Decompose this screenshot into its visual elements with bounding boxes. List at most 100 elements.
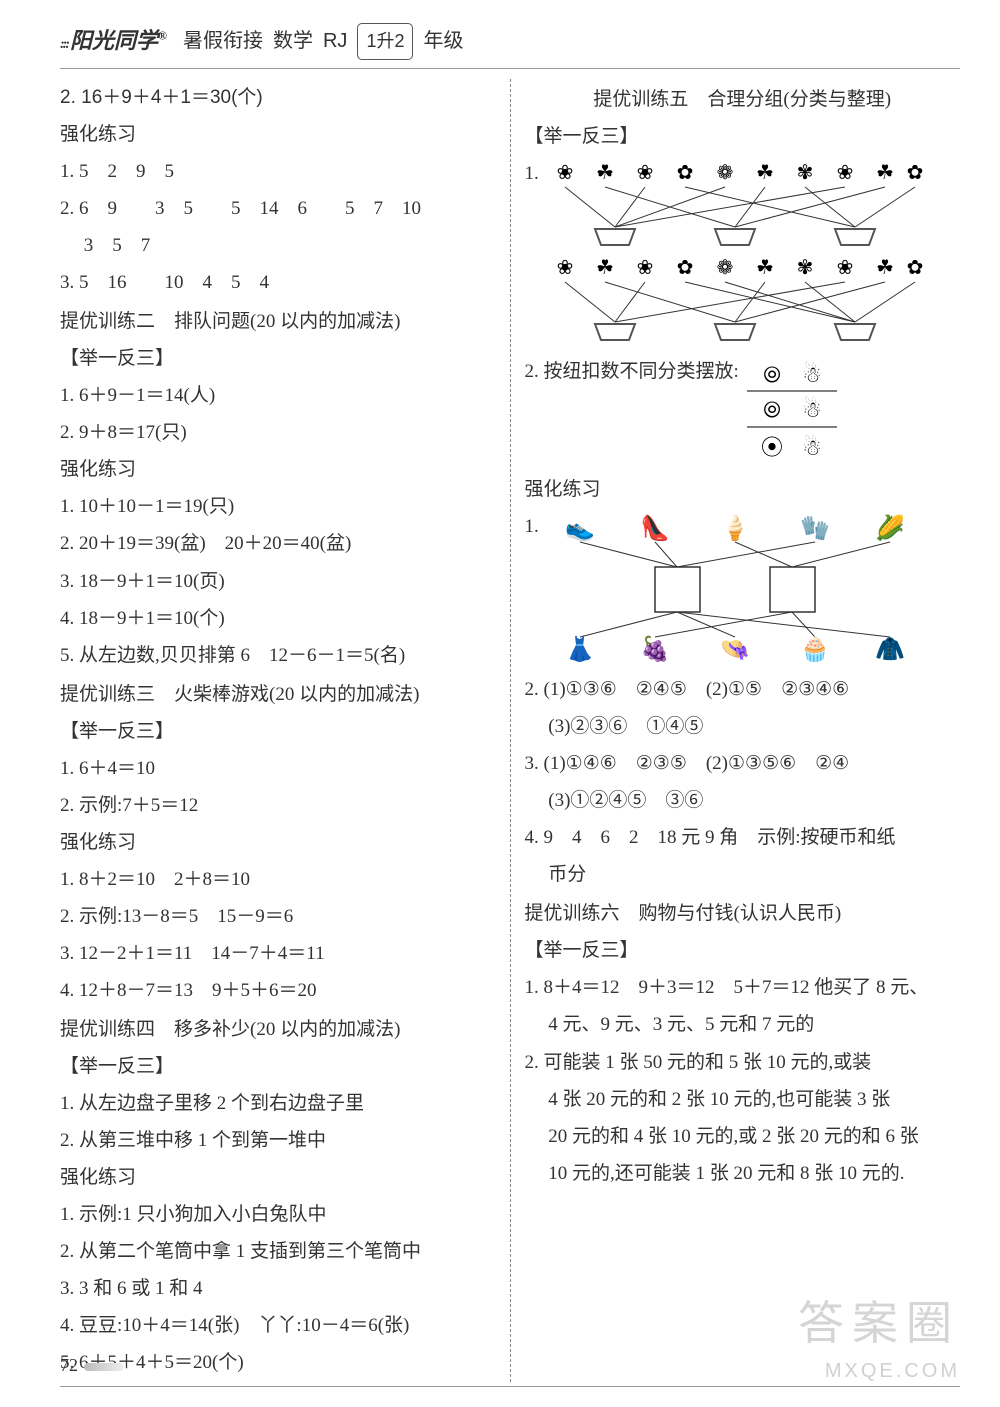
training-title: 提优训练四 移多补少(20 以内的加减法) [60,1011,496,1048]
svg-text:☘: ☘ [596,257,614,279]
svg-text:⦾: ⦾ [763,397,781,422]
ans-line: 2. 6 9 3 5 5 14 6 5 7 10 [60,190,496,227]
section-heading: 强化练习 [60,451,496,488]
right-column: 提优训练五 合理分组(分类与整理) 【举一反三】 1. ❀ ☘ ❀ ✿ ❁ ☘ ✾ ❀ ☘ ✿ [525,79,961,1382]
ans-line: 2. 按纽扣数不同分类摆放: [525,353,739,390]
svg-text:🧁: 🧁 [800,635,830,663]
ans-line: 4 张 20 元的和 2 张 10 元的,也可能装 3 张 [525,1081,961,1118]
header-edition: RJ [323,22,347,61]
svg-text:❀: ❀ [556,162,573,184]
column-divider [510,79,511,1382]
grade-badge: 1升2 [357,23,413,60]
svg-text:⦾: ⦾ [763,362,781,387]
ans-line: 2. (1)①③⑥ ②④⑤ (2)①⑤ ②③④⑥ [525,671,961,708]
ans-line: 20 元的和 4 张 10 元的,或 2 张 20 元的和 6 张 [525,1118,961,1155]
ans-line: 2. 从第三堆中移 1 个到第一堆中 [60,1122,496,1159]
ans-line: 币分 [525,856,961,893]
ans-line: 1. 示例:1 只小狗加入小白兔队中 [60,1196,496,1233]
ans-line: 1. 8＋4＝12 9＋3＝12 5＋7＝12 他买了 8 元、 [525,969,961,1006]
svg-text:❀: ❀ [636,162,653,184]
page-header: :::阳光同学® 暑假衔接 数学 RJ 1升2 年级 [60,20,960,69]
ans-line: 10 元的,还可能装 1 张 20 元和 8 张 10 元的. [525,1155,961,1192]
ans-line: 3. (1)①④⑥ ②③⑤ (2)①③⑤⑥ ②④ [525,745,961,782]
svg-text:✿: ✿ [676,162,693,184]
ans-line: 4. 18－9＋1＝10(个) [60,600,496,637]
ans-line: 3. 18－9＋1＝10(页) [60,563,496,600]
ans-line: 4. 豆豆:10＋4＝14(张) 丫丫:10－4＝6(张) [60,1307,496,1344]
section-heading: 强化练习 [525,471,961,508]
svg-text:👗: 👗 [565,635,595,663]
buttons-diagram: ⦾ ☃ ⦾ ☃ ⦿ ☃ [747,357,837,467]
example-heading: 【举一反三】 [525,118,961,155]
example-heading: 【举一反三】 [60,1048,496,1085]
ans-line: 1. 5 2 9 5 [60,153,496,190]
section-heading: 强化练习 [60,824,496,861]
clothes-diagram: 👟👠🍦🧤🌽 👗🍇👒� [545,512,925,667]
ans-line: 1. 6＋9－1＝14(人) [60,377,496,414]
ans-line: 1. 6＋4＝10 [60,750,496,787]
svg-text:✾: ✾ [796,162,813,184]
training-title: 提优训练六 购物与付钱(认识人民币) [525,895,961,932]
example-heading: 【举一反三】 [60,713,496,750]
section-heading: 强化练习 [60,116,496,153]
svg-text:☘: ☘ [756,257,774,279]
svg-text:🧤: 🧤 [800,515,830,542]
item-number: 1. [525,155,539,353]
svg-text:✾: ✾ [796,257,813,279]
svg-text:👠: 👠 [640,513,670,542]
svg-text:✿: ✿ [906,162,923,184]
svg-text:❀: ❀ [836,162,853,184]
svg-text:❁: ❁ [716,162,733,184]
svg-text:🧥: 🧥 [875,636,905,663]
svg-text:☘: ☘ [596,162,614,184]
header-subject: 数学 [273,22,313,61]
svg-text:❁: ❁ [716,257,733,279]
svg-text:⦿: ⦿ [761,435,783,460]
ans-line: 1. 8＋2＝10 2＋8＝10 [60,861,496,898]
section-heading: 强化练习 [60,1159,496,1196]
leaves-diagram: ❀☘❀✿❁ ☘✾❀☘✿ ❀☘❀✿❁ ☘✾ [545,159,925,349]
ans-line: 2. 可能装 1 张 50 元的和 5 张 10 元的,或装 [525,1044,961,1081]
svg-text:❀: ❀ [836,257,853,279]
left-column: 2. 16＋9＋4＋1＝30(个) 强化练习 1. 5 2 9 5 2. 6 9… [60,79,496,1382]
svg-text:🍦: 🍦 [720,514,750,542]
svg-text:☃: ☃ [802,361,822,387]
ans-line: 3. 5 16 10 4 5 4 [60,264,496,301]
svg-text:🍇: 🍇 [640,635,670,663]
ans-line: 2. 示例:7＋5＝12 [60,787,496,824]
ans-line: 5. 从左边数,贝贝排第 6 12－6－1＝5(名) [60,637,496,674]
training-title: 提优训练五 合理分组(分类与整理) [525,81,961,118]
diagram-buttons-row: 2. 按纽扣数不同分类摆放: ⦾ ☃ ⦾ ☃ ⦿ ☃ [525,353,961,471]
svg-text:👒: 👒 [720,636,750,663]
diagram-leaves-row: 1. ❀ ☘ ❀ ✿ ❁ ☘ ✾ ❀ ☘ ✿ [525,155,961,353]
training-title: 提优训练二 排队问题(20 以内的加减法) [60,303,496,340]
training-title: 提优训练三 火柴棒游戏(20 以内的加减法) [60,676,496,713]
svg-text:🌽: 🌽 [875,513,905,542]
svg-text:❀: ❀ [636,257,653,279]
header-meta: 暑假衔接 数学 RJ 1升2 年级 [183,22,463,61]
grade-suffix: 年级 [423,22,463,61]
ans-line: 1. 10＋10－1＝19(只) [60,488,496,525]
svg-text:☃: ☃ [802,396,822,422]
ans-line: 2. 示例:13－8＝5 15－9＝6 [60,898,496,935]
ans-line: 4. 9 4 6 2 18 元 9 角 示例:按硬币和纸 [525,819,961,856]
watermark-site: MXQE.COM [825,1352,960,1391]
diagram-clothes-row: 1. 👟👠🍦🧤🌽 [525,508,961,671]
ans-line: 2. 16＋9＋4＋1＝30(个) [60,79,496,116]
ans-line: 3 5 7 [60,227,496,264]
ans-line: 4 元、9 元、3 元、5 元和 7 元的 [525,1006,961,1043]
svg-text:☘: ☘ [876,162,894,184]
svg-text:✿: ✿ [906,257,923,279]
header-prefix: 暑假衔接 [183,22,263,61]
example-heading: 【举一反三】 [525,932,961,969]
ans-line: 2. 9＋8＝17(只) [60,414,496,451]
ans-line: 4. 12＋8－7＝13 9＋5＋6＝20 [60,972,496,1009]
svg-text:☃: ☃ [802,434,822,460]
ans-line: 1. 从左边盘子里移 2 个到右边盘子里 [60,1085,496,1122]
svg-text:❀: ❀ [556,257,573,279]
ans-line: 5. 6＋5＋4＋5＝20(个) [60,1344,496,1381]
ans-line: 2. 从第二个笔筒中拿 1 支插到第三个笔筒中 [60,1233,496,1270]
svg-text:👟: 👟 [565,515,595,542]
page-number: 72 [60,1348,124,1383]
ans-line: 3. 3 和 6 或 1 和 4 [60,1270,496,1307]
